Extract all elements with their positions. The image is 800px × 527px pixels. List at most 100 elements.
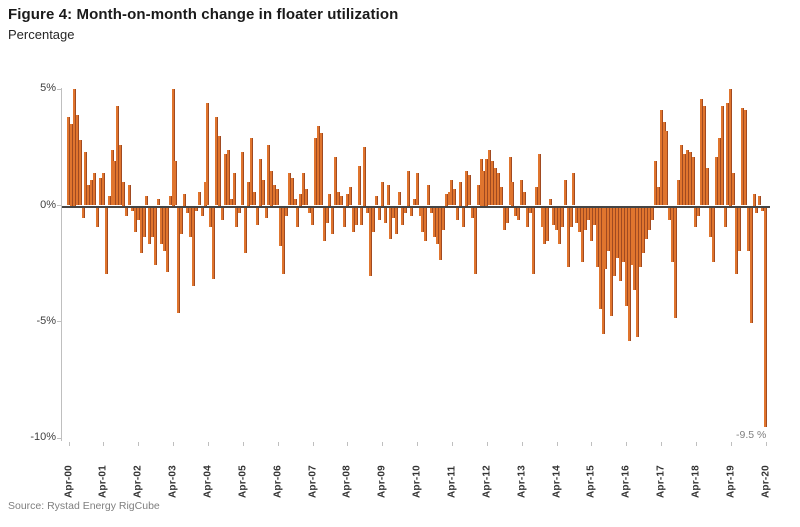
bar-month-20 (125, 206, 129, 216)
bar-month-234 (746, 206, 750, 251)
bar-month-188 (613, 206, 617, 277)
bar-month-93 (337, 191, 341, 206)
x-tick (661, 442, 663, 446)
bar-month-239 (761, 206, 765, 212)
bar-month-96 (345, 193, 349, 206)
x-tick-label-apr-00: Apr-00 (63, 465, 74, 498)
bar-month-49 (209, 206, 213, 228)
bar-month-56 (229, 198, 233, 206)
bar-month-156 (520, 179, 524, 206)
x-tick-label-apr-06: Apr-06 (272, 465, 284, 498)
bar-month-26 (142, 206, 146, 237)
bar-month-207 (668, 206, 672, 221)
bar-month-80 (299, 193, 303, 206)
bar-month-31 (157, 198, 161, 206)
x-tick-label-apr-13: Apr-13 (516, 465, 528, 498)
bar-month-1 (69, 124, 73, 206)
x-tick (451, 442, 453, 446)
bar-month-37 (174, 161, 178, 206)
bar-month-179 (586, 206, 590, 221)
bar-month-147 (494, 168, 498, 206)
y-tick (57, 437, 62, 439)
bar-month-193 (627, 206, 631, 342)
bar-month-231 (738, 206, 742, 251)
bar-month-24 (136, 206, 140, 221)
bar-month-146 (491, 161, 495, 206)
bar-month-215 (691, 156, 695, 206)
bar-month-196 (636, 206, 640, 337)
bar-month-108 (380, 182, 384, 206)
bar-month-30 (154, 206, 158, 265)
bar-month-74 (281, 206, 285, 274)
bar-month-69 (267, 145, 271, 206)
x-tick (521, 442, 523, 446)
bar-month-158 (525, 206, 529, 228)
bar-month-60 (241, 152, 245, 206)
bar-month-8 (90, 179, 94, 206)
bar-month-157 (523, 191, 527, 206)
bar-month-54 (223, 154, 227, 206)
x-tick (347, 442, 349, 446)
bar-month-85 (313, 138, 317, 206)
bar-month-151 (505, 206, 509, 223)
bar-month-55 (226, 149, 230, 206)
bar-month-237 (755, 206, 759, 214)
bar-month-209 (674, 206, 678, 319)
bar-month-149 (499, 186, 503, 206)
x-tick (312, 442, 314, 446)
bar-month-166 (549, 198, 553, 206)
x-tick (207, 442, 209, 446)
bar-month-92 (334, 156, 338, 206)
x-tick (68, 442, 70, 446)
bar-month-34 (165, 206, 169, 272)
bar-month-175 (575, 206, 579, 223)
bar-month-99 (354, 206, 358, 226)
bar-month-200 (648, 206, 651, 230)
bar-month-98 (351, 206, 355, 233)
bar-month-27 (145, 196, 149, 206)
bar-month-58 (235, 206, 239, 228)
bar-month-94 (340, 196, 344, 206)
bar-month-172 (566, 206, 570, 267)
bar-month-4 (78, 140, 82, 206)
bar-month-124 (427, 184, 431, 206)
bar-month-115 (401, 206, 405, 226)
x-tick-label-apr-08: Apr-08 (341, 465, 353, 498)
bar-month-61 (244, 206, 248, 253)
bar-month-240 (764, 206, 768, 428)
bar-month-227 (726, 103, 730, 206)
bar-month-223 (714, 156, 718, 206)
bar-month-101 (360, 206, 364, 226)
bar-month-212 (682, 154, 686, 206)
bar-month-222 (711, 206, 715, 263)
bar-month-226 (723, 206, 727, 228)
bar-month-189 (616, 206, 620, 258)
bar-month-72 (276, 189, 280, 206)
bar-month-192 (624, 206, 628, 307)
bar-month-163 (540, 206, 544, 228)
bar-month-191 (621, 206, 625, 263)
x-tick-label-apr-04: Apr-04 (202, 465, 214, 498)
x-tick (730, 442, 732, 446)
bar-month-128 (438, 206, 442, 260)
bar-month-168 (555, 206, 559, 230)
bar-month-140 (473, 206, 477, 274)
bar-month-181 (592, 206, 596, 226)
x-tick-label-apr-09: Apr-09 (376, 465, 388, 498)
bar-month-45 (197, 191, 201, 206)
bar-month-84 (311, 206, 315, 226)
bar-month-32 (159, 206, 163, 244)
bar-month-39 (180, 206, 184, 235)
bar-month-141 (476, 184, 480, 206)
bar-month-10 (96, 206, 100, 228)
x-tick-label-apr-12: Apr-12 (481, 465, 493, 498)
x-tick (591, 442, 593, 446)
x-tick-label-apr-10: Apr-10 (411, 465, 423, 498)
x-tick-label-apr-02: Apr-02 (132, 465, 144, 498)
bar-month-19 (122, 182, 126, 206)
bar-month-127 (435, 206, 439, 244)
bar-month-7 (87, 184, 91, 206)
bar-month-160 (531, 206, 535, 274)
bar-month-3 (75, 114, 79, 206)
